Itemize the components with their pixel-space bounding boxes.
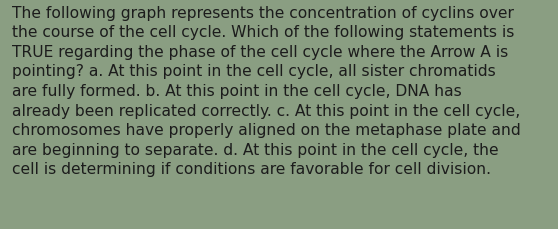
Text: The following graph represents the concentration of cyclins over
the course of t: The following graph represents the conce… (12, 6, 521, 177)
